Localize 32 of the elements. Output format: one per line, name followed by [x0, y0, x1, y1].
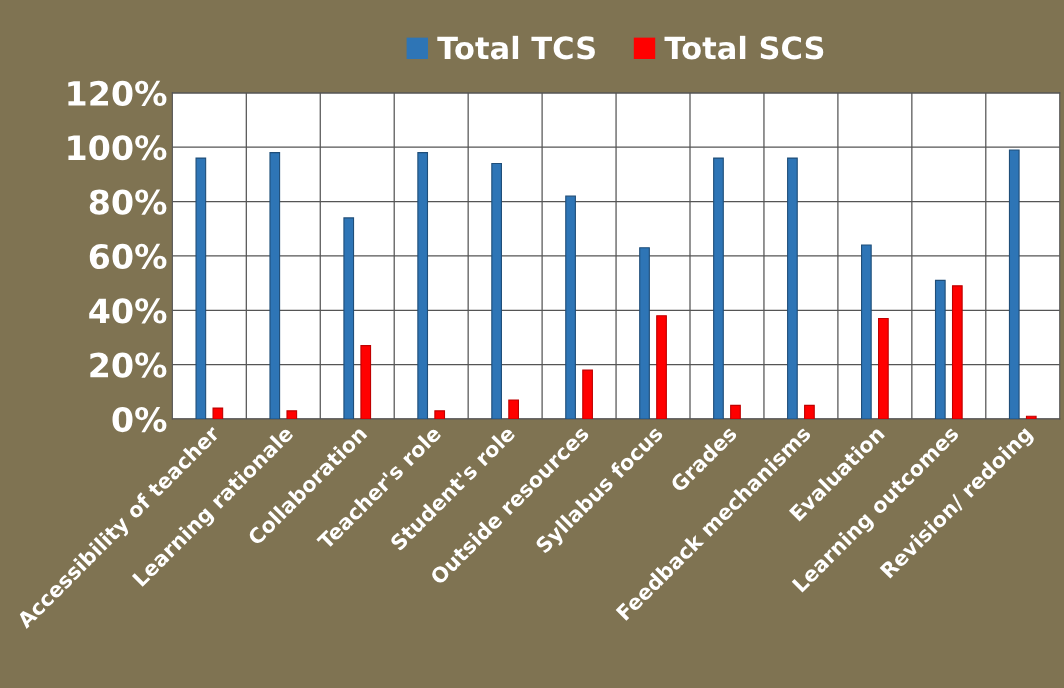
bar [804, 404, 815, 419]
y-tick-label: 80% [89, 189, 167, 215]
y-tick-label: 60% [89, 243, 167, 270]
legend-label: Total TCS [437, 35, 595, 60]
bar [195, 157, 207, 419]
bar [286, 410, 298, 419]
bar [951, 285, 963, 419]
y-tick-label: 20% [90, 352, 167, 378]
bar [934, 279, 946, 419]
bar [713, 157, 724, 419]
bar [360, 345, 372, 419]
bar [508, 399, 519, 419]
bar [582, 369, 593, 419]
bar [417, 152, 429, 419]
bar [878, 317, 889, 419]
bar [434, 410, 446, 419]
y-tick-label: 120% [68, 80, 167, 107]
y-tick-label: 40% [89, 298, 167, 324]
bar [639, 247, 650, 419]
bar [565, 195, 576, 419]
y-tick-label: 100% [68, 135, 167, 161]
bar [212, 407, 224, 419]
bar [730, 404, 741, 419]
legend-label: Total SCS [664, 35, 824, 60]
bar [269, 152, 281, 419]
bar [491, 162, 502, 419]
bar [861, 244, 872, 419]
bar [1008, 149, 1020, 419]
bar [1025, 415, 1037, 419]
bar [343, 217, 355, 419]
bar [787, 157, 798, 419]
bar [656, 315, 667, 419]
